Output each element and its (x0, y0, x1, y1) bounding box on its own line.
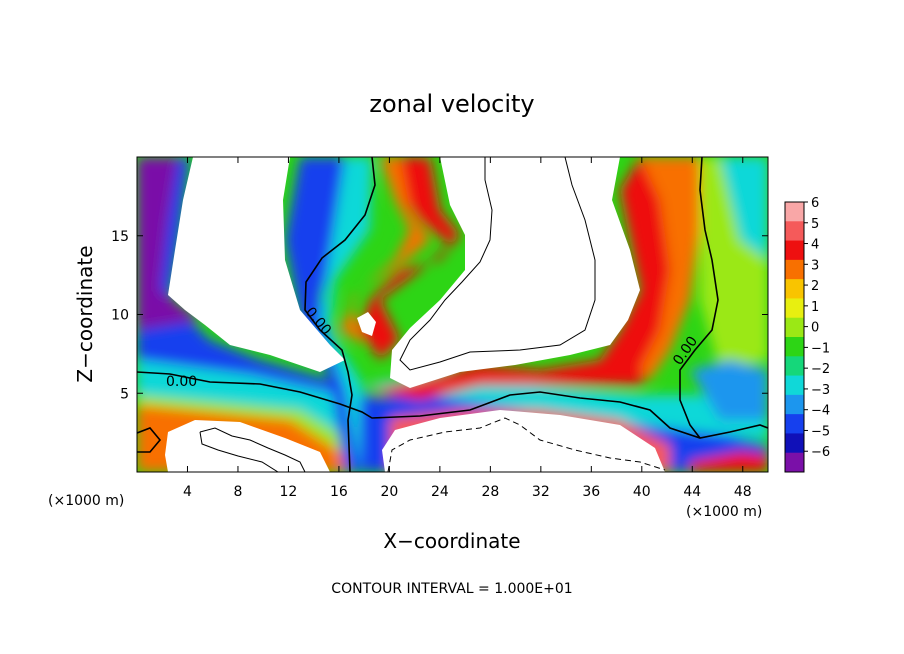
field-region (340, 157, 430, 345)
x-tick-label: 48 (734, 484, 752, 500)
saturated-region (165, 420, 330, 472)
colorbar-label: −4 (811, 404, 830, 419)
y-tick-label: 5 (120, 386, 129, 402)
x-tick-label: 28 (481, 484, 499, 500)
colorbar-label: −2 (811, 362, 830, 377)
x-tick-label: 36 (582, 484, 600, 500)
field-region (720, 157, 768, 260)
colorbar: 6 5 4 3 2 1 0 −1 −2 −3 −4 −5 −6 (784, 196, 830, 473)
x-tick-label: 32 (532, 484, 550, 500)
field-region (320, 157, 380, 472)
y-axis-label: Z−coordinate (73, 245, 97, 382)
colorbar-label: 6 (811, 196, 819, 211)
colorbar-label: −3 (811, 383, 830, 398)
saturated-region (357, 312, 376, 336)
colorbar-swatch (785, 298, 804, 319)
positive-contour (199, 427, 306, 472)
colorbar-swatch (785, 221, 804, 242)
x-axis-unit-left: (×1000 m) (48, 493, 124, 509)
y-tick-label: 15 (111, 229, 129, 245)
contour-interval-note: CONTOUR INTERVAL = 1.000E+01 (331, 581, 572, 597)
colorbar-label: −6 (811, 445, 830, 460)
x-tick-label: 24 (431, 484, 449, 500)
chart-title: zonal velocity (369, 90, 534, 118)
colorbar-label: 3 (811, 258, 819, 273)
zero-contour (137, 371, 768, 439)
colorbar-swatch (785, 433, 804, 454)
x-axis-label: X−coordinate (383, 529, 520, 553)
colorbar-swatch (785, 414, 804, 434)
colorbar-label: 1 (811, 300, 819, 315)
colorbar-swatch (785, 317, 804, 338)
y-tick-label: 10 (111, 308, 129, 324)
x-tick-label: 16 (330, 484, 348, 500)
colorbar-label: −5 (811, 424, 830, 439)
zero-contour (679, 157, 719, 439)
colorbar-swatch (785, 240, 804, 261)
x-tick-label: 12 (280, 484, 298, 500)
field-region (137, 157, 200, 330)
y-axis: 5 10 15 (111, 229, 768, 402)
x-tick-label: 40 (633, 484, 651, 500)
plot-area: 0.00 0.00 0.00 (137, 157, 768, 472)
x-axis: 4 8 12 16 20 24 28 32 36 40 44 48 (183, 157, 752, 500)
field-region (690, 452, 768, 472)
field-region (370, 157, 700, 400)
x-tick-label: 4 (183, 484, 192, 500)
colorbar-frame (784, 201, 805, 473)
field-region (360, 157, 460, 360)
colorbar-swatch (785, 202, 804, 222)
saturated-region (168, 157, 345, 372)
saturated-region (382, 410, 665, 472)
field-region (640, 157, 700, 380)
x-tick-label: 44 (683, 484, 701, 500)
contour-lines (137, 157, 768, 472)
saturated-region (390, 157, 640, 388)
colorbar-label: 4 (811, 238, 819, 253)
x-tick-label: 20 (380, 484, 398, 500)
colorbar-swatch (785, 356, 804, 377)
x-axis-unit-right: (×1000 m) (686, 504, 762, 520)
positive-contour (399, 157, 596, 371)
field-region (690, 360, 768, 420)
positive-contour (199, 431, 279, 472)
zero-contour (304, 157, 376, 472)
colorbar-label: 0 (811, 321, 819, 336)
colorbar-swatch (785, 394, 804, 415)
colorbar-swatch (785, 337, 804, 357)
colorbar-swatch (785, 452, 804, 473)
contour-label: 0.00 (166, 374, 197, 390)
colorbar-label: 2 (811, 279, 819, 294)
zero-contour (137, 427, 162, 453)
colorbar-swatch (785, 279, 804, 299)
colorbar-swatch (785, 375, 804, 396)
colorbar-label: 5 (811, 217, 819, 232)
colorbar-swatch (785, 259, 804, 280)
x-tick-label: 8 (233, 484, 242, 500)
colorbar-label: −1 (811, 341, 830, 356)
